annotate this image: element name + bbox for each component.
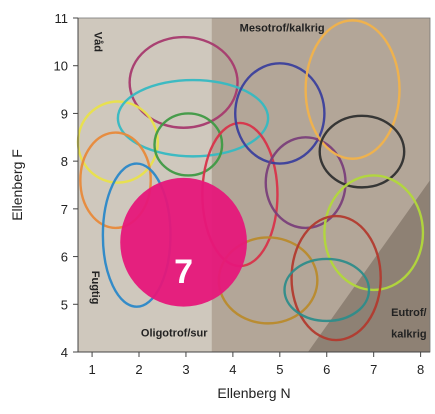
highlight-layer: 7 — [120, 177, 247, 307]
ellipse-14 — [323, 174, 425, 292]
ellipse-5 — [116, 78, 270, 158]
y-tick-label: 8 — [61, 154, 68, 169]
x-tick-label: 7 — [370, 362, 377, 377]
ellipse-6 — [153, 112, 224, 177]
ellipse-16 — [283, 257, 371, 323]
highlight-ellipse-7 — [120, 177, 247, 307]
axes-layer: 1 2 3 4 5 6 7 8 4 5 6 7 8 9 10 11 Ellenberg N Ellenberg F — [9, 11, 430, 401]
zone-label-layer: Våd Mesotrof/kalkrig Oligotrof/sur Eutrof/k… — [89, 22, 427, 340]
ellipse-3 — [128, 35, 239, 129]
x-tick-label: 8 — [417, 362, 424, 377]
x-tick-label: 1 — [88, 362, 95, 377]
ellipse-10 — [264, 136, 347, 230]
ellipse-12 — [304, 19, 401, 160]
ellipse-15 — [290, 214, 382, 342]
y-tick-label: 5 — [61, 297, 68, 312]
y-tick-label: 9 — [61, 106, 68, 121]
zone-label-vad: Våd — [91, 32, 103, 52]
x-axis-label: Ellenberg N — [217, 385, 290, 401]
zone-label-fugtig: Fugtig — [89, 271, 101, 305]
x-tick-label: 4 — [229, 362, 236, 377]
zone-label-mesotrof: Mesotrof/kalkrig — [240, 22, 325, 34]
plot-area-corner — [307, 180, 430, 352]
zone-label-oligotrof: Oligotrof/sur — [141, 328, 208, 340]
x-tick-label: 2 — [135, 362, 142, 377]
y-tick-label: 4 — [61, 345, 68, 360]
highlight-label: 7 — [174, 253, 193, 291]
y-axis-label: Ellenberg F — [9, 149, 25, 221]
y-tick-label: 7 — [61, 202, 68, 217]
ellipse-a — [79, 131, 152, 230]
y-tick-label: 6 — [61, 250, 68, 265]
x-tick-label: 5 — [276, 362, 283, 377]
y-tick-label: 10 — [54, 59, 68, 74]
x-tick-label: 6 — [323, 362, 330, 377]
ellipse-13 — [318, 114, 406, 189]
ellipse-9 — [234, 62, 326, 165]
zone-label-eutrof2: kalkrig — [391, 329, 426, 341]
zone-label-eutrof1: Eutrof/ — [391, 307, 426, 319]
y-tick-label: 11 — [55, 11, 69, 26]
x-tick-label: 3 — [182, 362, 189, 377]
